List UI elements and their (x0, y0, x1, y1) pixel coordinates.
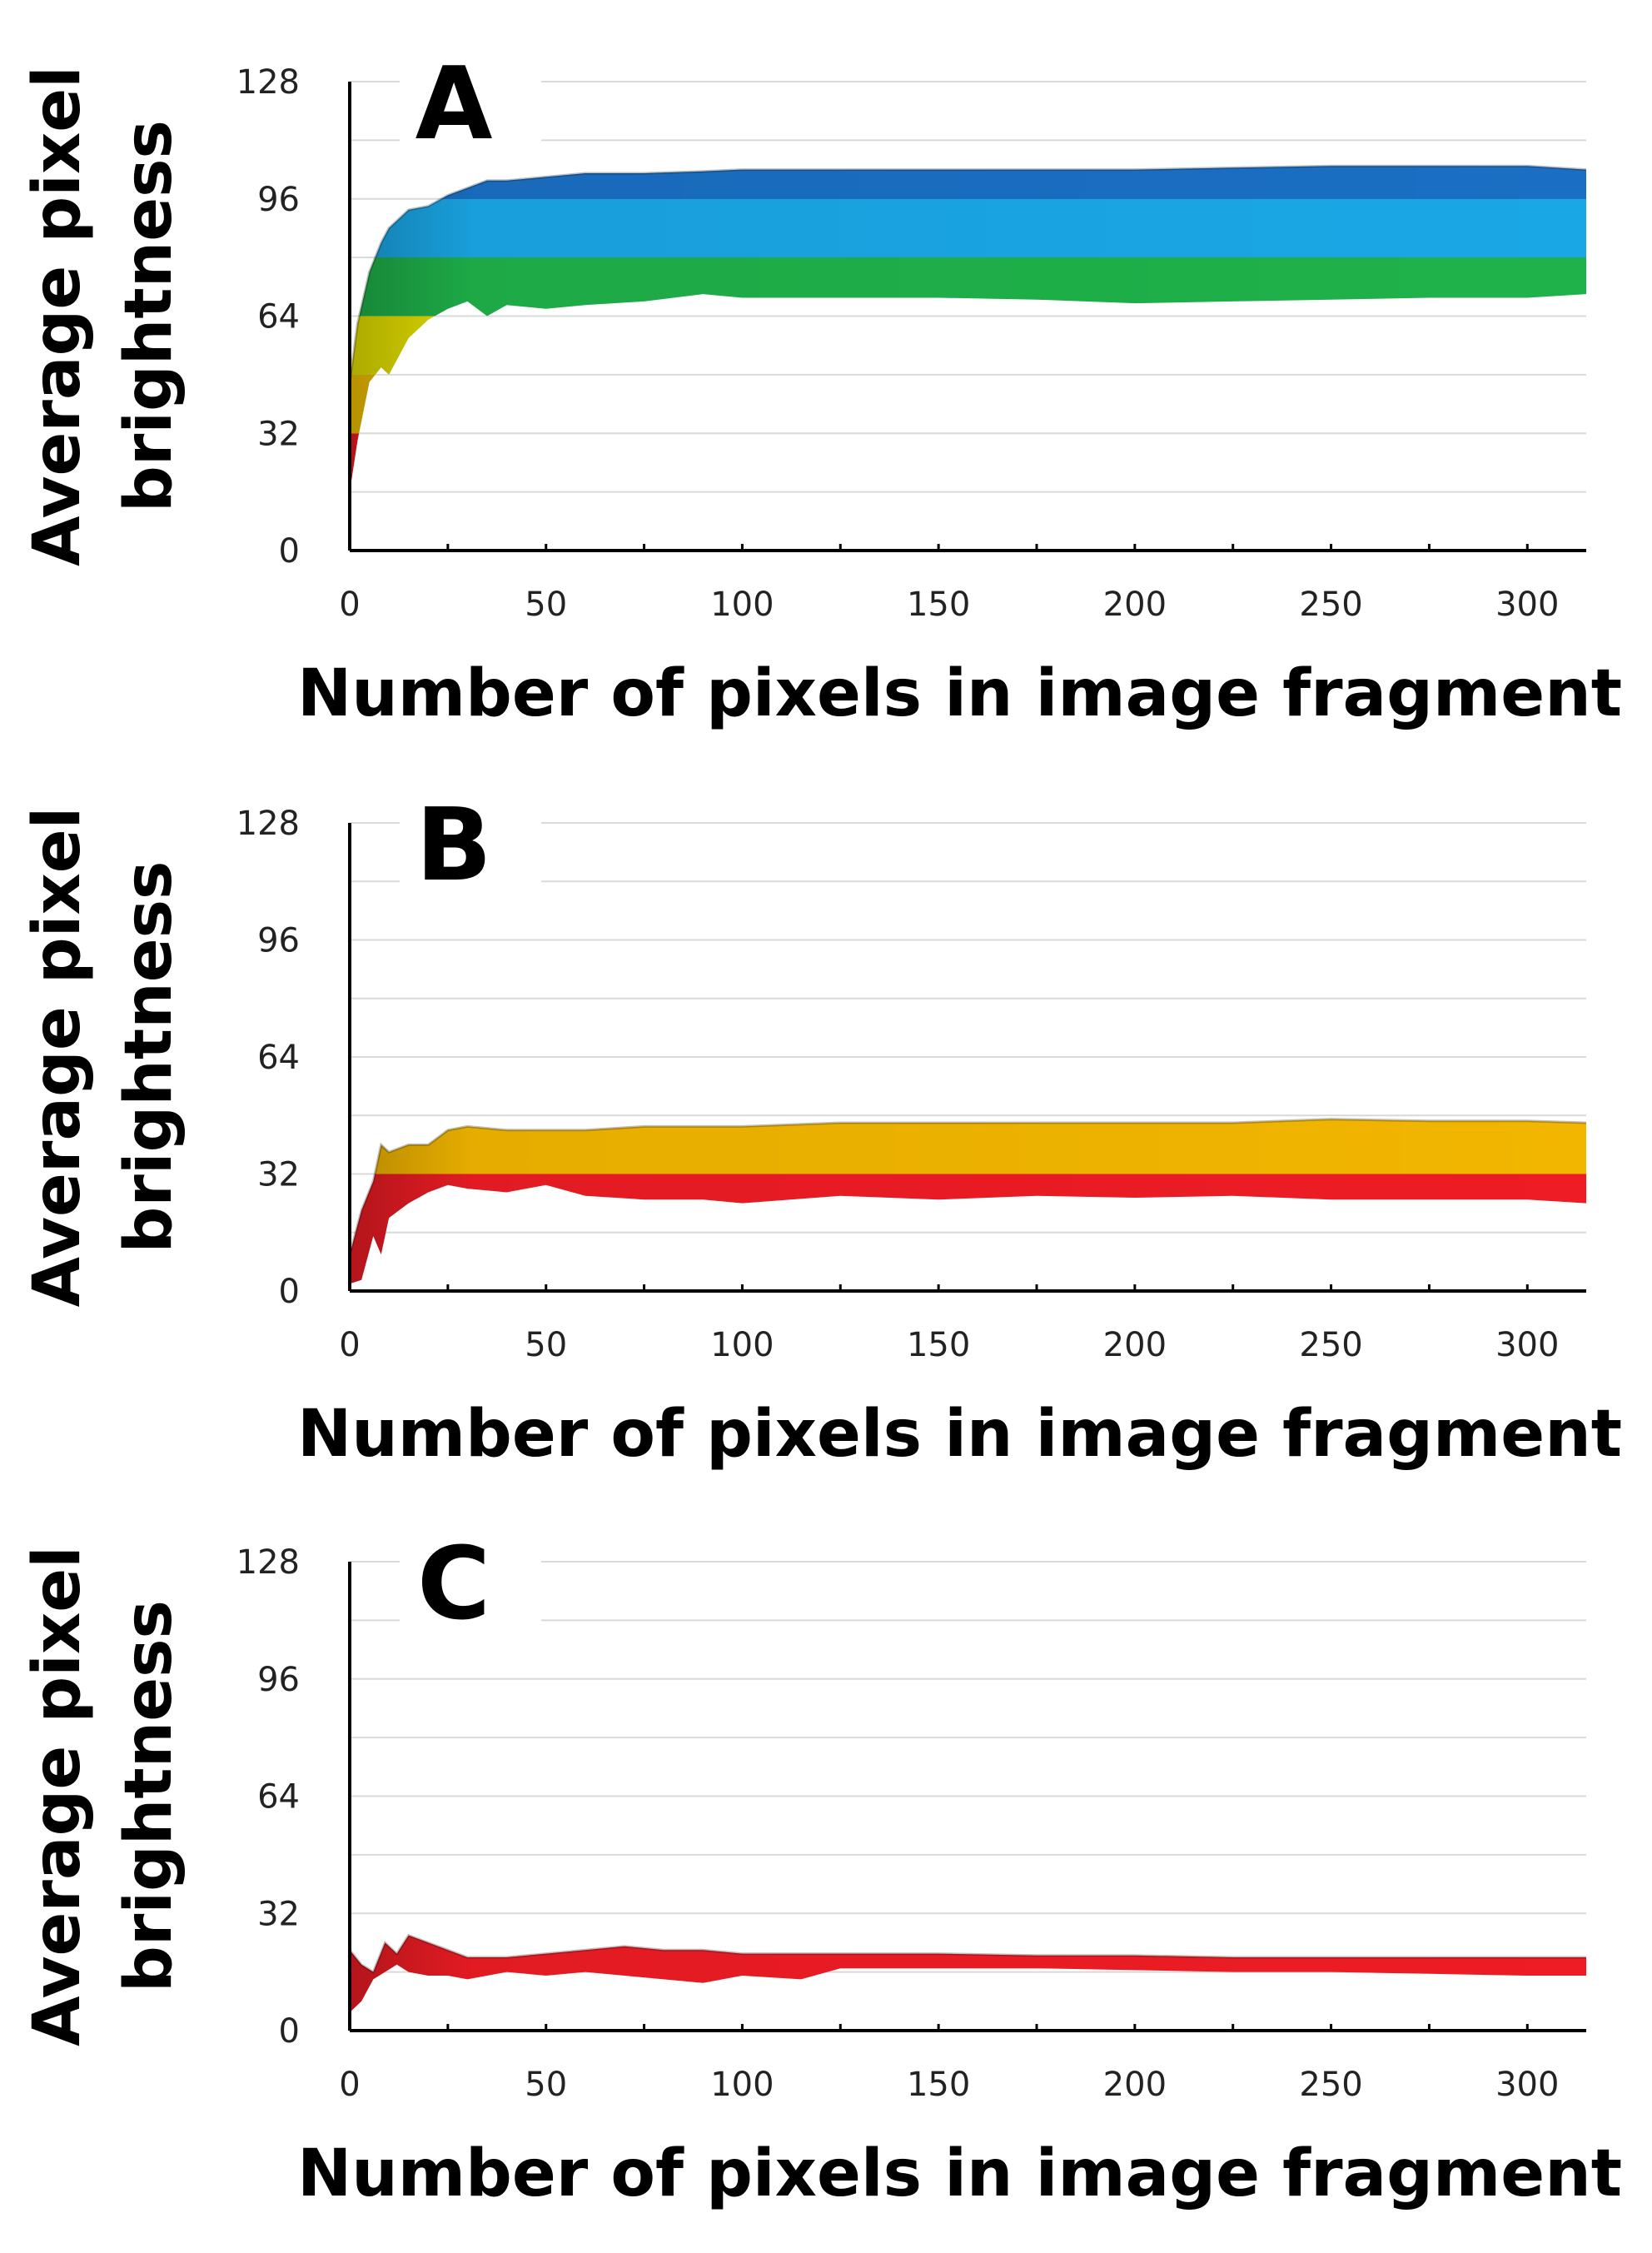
panel-label: C (417, 1527, 490, 1642)
chart-panel-a: 0 32 64 96 128 0 50 100 150 200 250 300 Number of pi… (20, 47, 1622, 731)
x-tick-label: 150 (907, 586, 970, 624)
x-tick-label: 100 (710, 1326, 774, 1364)
x-axis-title: Number of pixels in image fragment (297, 1397, 1622, 1472)
x-tick-label: 50 (525, 1326, 567, 1364)
x-tick-label: 200 (1103, 586, 1167, 624)
y-axis-title: Average pixel brightness (20, 1546, 187, 2046)
x-tick-label: 150 (907, 1326, 970, 1364)
y-tick-label: 128 (236, 805, 300, 843)
panel-label: B (415, 788, 491, 904)
y-tick-label: 128 (236, 63, 300, 102)
panel-label-backing (400, 790, 541, 915)
series-upper-edge (348, 164, 1587, 382)
y-tick-label: 32 (257, 1895, 300, 1933)
chart-panel-c: 0 32 64 96 128 0 50 100 150 200 250 300 Number of pi… (20, 1527, 1622, 2211)
x-tick-label: 200 (1103, 2066, 1167, 2104)
y-tick-label: 32 (257, 1156, 300, 1194)
panel-label-backing (400, 48, 541, 173)
x-tick-label: 250 (1299, 2066, 1362, 2104)
x-axis-title: Number of pixels in image fragment (297, 656, 1622, 731)
x-tick-label: 0 (339, 2066, 360, 2104)
x-tick-label: 300 (1495, 1326, 1559, 1364)
series-band-shading (350, 166, 1586, 492)
x-axis-title: Number of pixels in image fragment (297, 2136, 1622, 2211)
x-tick-label: 250 (1299, 1326, 1362, 1364)
y-tick-label: 96 (257, 181, 300, 219)
x-tick-label: 150 (907, 2066, 970, 2104)
chart-panel-b: 0 32 64 96 128 0 50 100 150 200 250 300 Number of pi… (20, 788, 1622, 1472)
x-tick-label: 300 (1495, 2066, 1559, 2104)
x-tick-label: 100 (710, 586, 774, 624)
series-band-shading (350, 1119, 1586, 1284)
y-axis-title: Average pixel brightness (20, 807, 187, 1308)
y-tick-label: 64 (257, 1039, 300, 1077)
y-tick-label: 64 (257, 1778, 300, 1817)
series-upper-edge (348, 1118, 1587, 1255)
y-tick-label: 96 (257, 922, 300, 960)
panel-label: A (415, 47, 493, 162)
x-tick-label: 50 (525, 2066, 567, 2104)
x-tick-label: 100 (710, 2066, 774, 2104)
y-tick-label: 0 (279, 532, 300, 571)
y-tick-label: 128 (236, 1543, 300, 1582)
x-tick-label: 50 (525, 586, 567, 624)
series-band-shading (350, 1935, 1586, 2012)
y-tick-label: 0 (279, 2012, 300, 2051)
series-upper-edge (348, 1933, 1586, 1974)
y-axis-title: Average pixel brightness (20, 66, 187, 566)
y-tick-label: 64 (257, 298, 300, 336)
y-tick-label: 96 (257, 1661, 300, 1699)
x-tick-label: 200 (1103, 1326, 1167, 1364)
x-tick-label: 0 (339, 1326, 360, 1364)
x-tick-label: 250 (1299, 586, 1362, 624)
x-tick-label: 300 (1495, 586, 1559, 624)
x-tick-label: 0 (339, 586, 360, 624)
panel-label-backing (400, 1528, 541, 1653)
y-tick-label: 0 (279, 1273, 300, 1311)
y-tick-label: 32 (257, 415, 300, 453)
